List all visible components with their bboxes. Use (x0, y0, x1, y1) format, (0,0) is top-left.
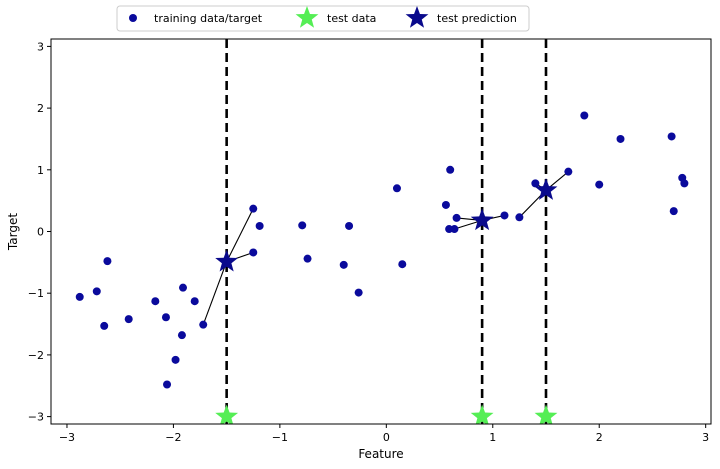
training-point-0 (75, 292, 84, 301)
training-point-18 (339, 260, 348, 269)
test-prediction-star-1 (470, 208, 494, 231)
training-point-8 (171, 355, 180, 364)
legend-test-prediction-label: test prediction (437, 12, 517, 25)
x-tick-label: −3 (59, 431, 75, 444)
legend: training data/target test data test predic… (116, 5, 530, 32)
x-tick-label: 1 (489, 431, 496, 444)
test-prediction-star-0 (215, 249, 239, 272)
training-point-12 (199, 320, 208, 329)
legend-test-data-label: test data (327, 12, 376, 25)
training-point-4 (124, 315, 133, 324)
legend-test-prediction-marker (405, 6, 429, 28)
training-point-26 (452, 213, 461, 222)
training-point-1 (92, 287, 101, 296)
y-tick-label: 2 (37, 102, 44, 115)
y-tick-label: −1 (28, 287, 44, 300)
training-point-19 (345, 221, 354, 230)
training-point-32 (580, 111, 589, 120)
training-point-6 (161, 313, 170, 322)
x-tick-label: 2 (596, 431, 603, 444)
training-point-27 (450, 225, 459, 234)
training-point-38 (680, 179, 689, 188)
legend-box (116, 5, 530, 32)
legend-training-label: training data/target (154, 12, 263, 25)
training-point-5 (151, 297, 160, 306)
training-point-25 (446, 165, 455, 174)
x-tick-label: 0 (383, 431, 390, 444)
training-point-29 (515, 213, 524, 222)
neighbor-link-0-0 (202, 261, 228, 325)
training-point-14 (249, 204, 258, 213)
training-point-3 (103, 257, 112, 266)
x-axis-label: Feature (358, 447, 403, 461)
training-point-11 (190, 297, 199, 306)
training-point-31 (564, 167, 573, 176)
test-prediction-star-2 (534, 178, 558, 200)
y-tick-label: 0 (37, 226, 44, 239)
plot-area (75, 39, 689, 424)
training-point-21 (392, 184, 401, 193)
axes: −3 −2 −1 0 1 2 3 −3 −2 −1 0 1 2 3 Feature Target (6, 38, 712, 461)
y-tick-label: 3 (37, 40, 44, 53)
test-data-star-2 (534, 404, 558, 424)
training-point-23 (441, 200, 450, 209)
y-axis-label: Target (6, 213, 20, 251)
training-point-13 (249, 248, 258, 257)
training-point-34 (616, 134, 625, 143)
training-point-36 (669, 207, 678, 216)
test-data-star-1 (470, 404, 494, 424)
training-point-22 (398, 260, 407, 269)
x-tick-label: −2 (165, 431, 181, 444)
y-tick-label: −2 (28, 349, 44, 362)
training-point-2 (100, 321, 109, 330)
axes-frame (50, 38, 712, 425)
training-point-10 (179, 283, 187, 292)
y-tick-label: −3 (28, 411, 44, 424)
x-tick-label: −1 (272, 431, 288, 444)
training-point-16 (298, 221, 307, 230)
training-point-15 (255, 221, 264, 230)
training-point-9 (177, 331, 186, 340)
neighbor-link-0-2 (226, 208, 254, 262)
training-point-35 (667, 132, 676, 141)
test-data-star-0 (215, 404, 239, 424)
y-tick-label: 1 (37, 164, 44, 177)
training-point-17 (303, 254, 312, 263)
training-point-28 (500, 211, 509, 220)
training-point-33 (595, 180, 604, 189)
x-tick-label: 3 (702, 431, 709, 444)
training-point-20 (354, 288, 363, 297)
training-point-30 (531, 179, 540, 188)
legend-training-marker (129, 14, 137, 22)
training-point-7 (163, 380, 172, 389)
legend-test-data-marker (295, 6, 319, 28)
